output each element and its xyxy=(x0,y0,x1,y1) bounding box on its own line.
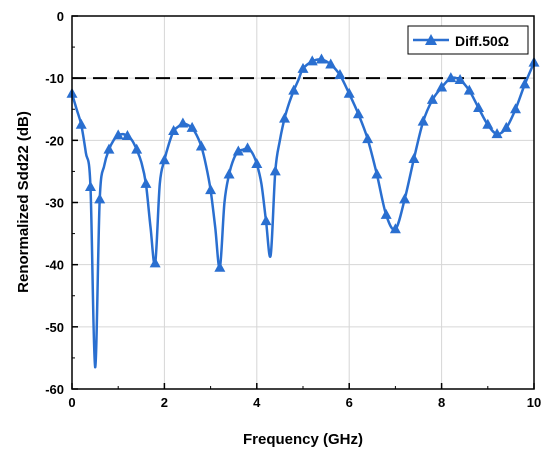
y-axis-title: Renormalized Sdd22 (dB) xyxy=(15,111,32,293)
series-line xyxy=(70,58,536,369)
data-point-triangle-icon xyxy=(325,58,337,69)
data-point-triangle-icon xyxy=(103,143,115,154)
data-point-triangle-icon xyxy=(260,215,272,226)
tick-labels: 0 2 4 6 8 10 0 -10 -20 -30 -40 -50 -60 xyxy=(45,9,541,410)
legend: Diff.50Ω xyxy=(407,25,529,55)
data-point-triangle-icon xyxy=(389,223,401,234)
legend-label: Diff.50Ω xyxy=(455,33,509,49)
ticks xyxy=(71,15,535,390)
data-point-triangle-icon xyxy=(519,78,531,89)
data-point-triangle-icon xyxy=(214,261,226,272)
data-point-triangle-icon xyxy=(417,115,429,126)
data-point-triangle-icon xyxy=(140,177,152,188)
data-point-triangle-icon xyxy=(408,152,420,163)
data-point-triangle-icon xyxy=(158,154,170,165)
y-tick-label: -20 xyxy=(45,133,64,148)
data-point-triangle-icon xyxy=(371,168,383,179)
data-point-triangle-icon xyxy=(426,93,438,104)
data-point-triangle-icon xyxy=(223,168,235,179)
y-tick-label: -60 xyxy=(45,382,64,397)
data-point-triangle-icon xyxy=(510,103,522,114)
x-tick-label: 2 xyxy=(161,395,168,410)
data-point-triangle-icon xyxy=(482,118,494,129)
x-tick-label: 10 xyxy=(527,395,541,410)
data-point-triangle-icon xyxy=(121,129,133,140)
y-tick-label: -50 xyxy=(45,320,64,335)
data-point-triangle-icon xyxy=(334,69,346,80)
x-tick-label: 4 xyxy=(253,395,261,410)
data-point-triangle-icon xyxy=(343,87,355,98)
data-point-triangle-icon xyxy=(463,84,475,95)
data-point-triangle-icon xyxy=(242,142,254,153)
x-axis-title: Frequency (GHz) xyxy=(243,431,363,448)
y-tick-label: -10 xyxy=(45,71,64,86)
data-point-triangle-icon xyxy=(168,125,180,136)
data-point-triangle-icon xyxy=(269,165,281,176)
data-point-triangle-icon xyxy=(491,128,503,139)
series-layer xyxy=(66,53,540,369)
data-point-triangle-icon xyxy=(195,140,207,151)
data-point-triangle-icon xyxy=(94,193,106,204)
legend-marker-triangle-icon xyxy=(425,34,437,45)
data-point-triangle-icon xyxy=(297,62,309,73)
y-tick-label: -30 xyxy=(45,196,64,211)
data-point-triangle-icon xyxy=(454,74,466,85)
data-point-triangle-icon xyxy=(186,121,198,132)
data-point-triangle-icon xyxy=(436,81,448,92)
data-point-triangle-icon xyxy=(445,72,457,83)
data-point-triangle-icon xyxy=(500,121,512,132)
data-point-triangle-icon xyxy=(288,84,300,95)
data-point-triangle-icon xyxy=(84,180,96,191)
y-tick-label: 0 xyxy=(57,9,64,24)
data-point-triangle-icon xyxy=(232,145,244,156)
data-point-triangle-icon xyxy=(177,117,189,128)
data-point-triangle-icon xyxy=(306,55,318,66)
data-point-triangle-icon xyxy=(131,143,143,154)
data-point-triangle-icon xyxy=(380,208,392,219)
data-point-triangle-icon xyxy=(75,118,87,129)
x-tick-label: 0 xyxy=(68,395,75,410)
x-tick-label: 6 xyxy=(346,395,353,410)
y-tick-label: -40 xyxy=(45,258,64,273)
data-point-triangle-icon xyxy=(315,53,327,64)
data-point-triangle-icon xyxy=(473,102,485,113)
data-point-triangle-icon xyxy=(112,129,124,140)
data-point-triangle-icon xyxy=(149,257,161,268)
data-point-triangle-icon xyxy=(362,133,374,144)
data-point-triangle-icon xyxy=(279,112,291,123)
x-tick-label: 8 xyxy=(438,395,445,410)
data-point-triangle-icon xyxy=(352,108,364,119)
data-point-triangle-icon xyxy=(399,193,411,204)
data-point-triangle-icon xyxy=(251,157,263,168)
data-point-triangle-icon xyxy=(205,184,217,195)
